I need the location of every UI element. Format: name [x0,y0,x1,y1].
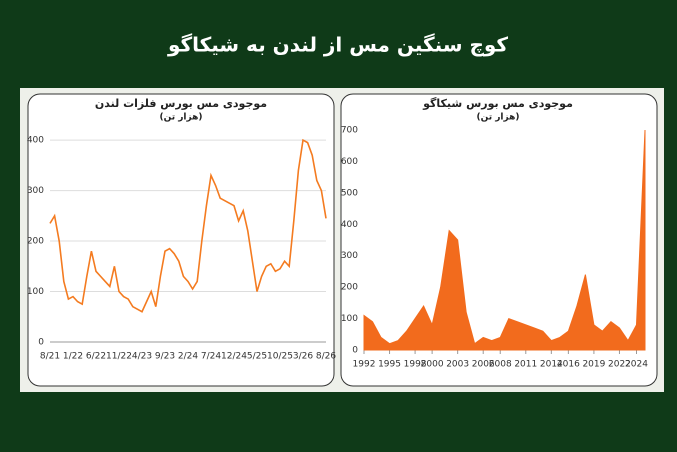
x-tick-label: 1998 [404,360,427,370]
x-tick-label: 8/26 [316,352,336,362]
chart-title: موجودی مس بورس شیکاگو [422,97,573,110]
x-tick-label: 2014 [540,360,563,370]
y-tick-label: 300 [27,186,44,196]
x-tick-label: 9/23 [155,352,175,362]
x-tick-label: 11/22 [106,352,132,362]
y-tick-label: 500 [341,188,358,198]
y-tick-label: 200 [27,237,44,247]
y-tick-label: 700 [341,126,358,136]
data-line [49,138,327,313]
y-tick-label: 200 [341,283,358,293]
y-tick-label: 0 [352,346,358,356]
chart-subtitle: (هزار تن) [477,113,520,123]
y-tick-label: 100 [341,314,358,324]
x-tick-label: 6/22 [86,352,106,362]
y-tick-label: 400 [27,136,44,146]
x-tick-label: 2003 [446,360,469,370]
x-tick-label: 4/23 [132,352,152,362]
chart-subtitle: (هزار تن) [160,113,203,123]
x-tick-label: 2011 [514,360,537,370]
x-tick-label: 2024 [625,360,648,370]
x-tick-label: 10/25 [267,352,293,362]
y-tick-label: 100 [27,287,44,297]
x-tick-label: 12/24 [221,352,247,362]
x-tick-label: 2/24 [178,352,198,362]
x-tick-label: 1995 [378,360,401,370]
data-area [363,129,646,351]
chart-frame [27,93,335,387]
y-tick-label: 600 [341,157,358,167]
x-tick-label: 2008 [489,360,512,370]
x-tick-label: 2019 [582,360,605,370]
x-tick-label: 2006 [472,360,495,370]
x-tick-label: 1992 [353,360,376,370]
x-tick-label: 2000 [421,360,444,370]
chart-title: موجودی مس بورس فلزات لندن [95,97,267,110]
x-tick-label: 2022 [608,360,631,370]
x-tick-label: 8/21 [40,352,60,362]
x-tick-label: 7/24 [201,352,221,362]
x-tick-label: 5/25 [247,352,267,362]
y-tick-label: 400 [341,220,358,230]
x-tick-label: 1/22 [63,352,83,362]
y-tick-label: 0 [38,338,44,348]
x-tick-label: 2016 [557,360,580,370]
y-tick-label: 300 [341,251,358,261]
page-title: کوچ سنگین مس از لندن به شیکاگو [167,33,508,58]
x-tick-label: 3/26 [293,352,313,362]
